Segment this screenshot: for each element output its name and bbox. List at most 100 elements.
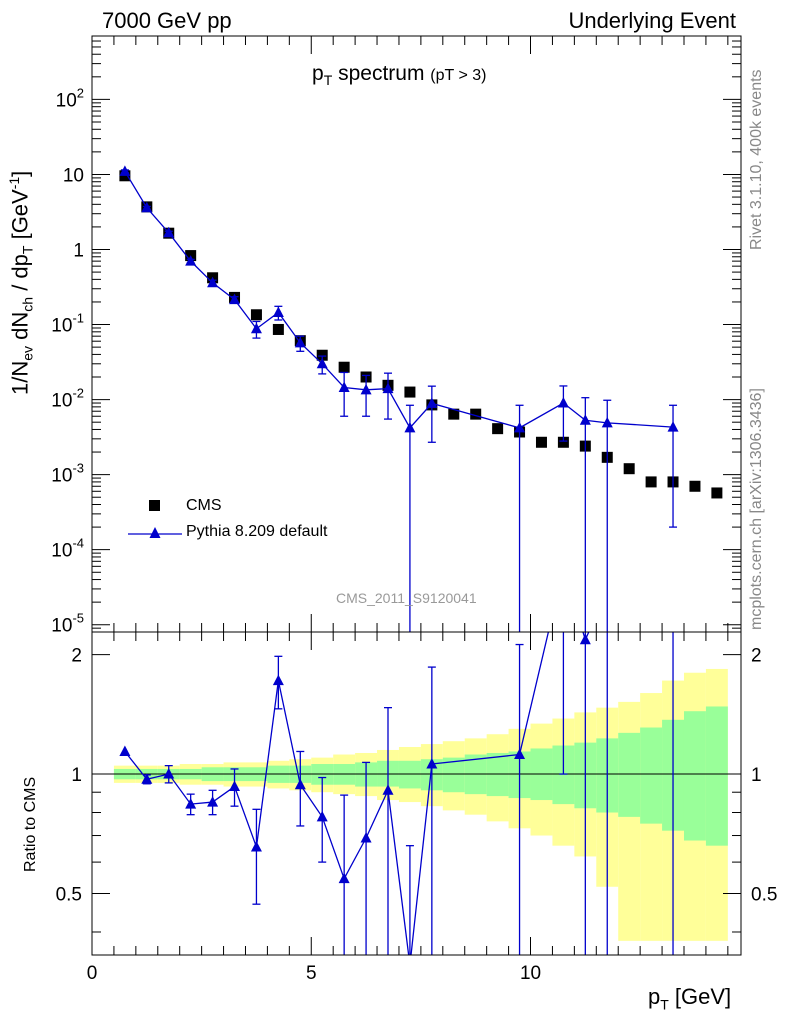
ratio-data-point (294, 778, 306, 790)
cms-data-point (645, 476, 657, 488)
ratio-data-point (119, 745, 131, 756)
pythia-data-point (250, 322, 262, 334)
pythia-data-point (360, 383, 372, 395)
band-inner-bin (618, 732, 641, 817)
band-inner-bin (640, 727, 663, 824)
pythia-series (119, 165, 679, 632)
ratio-data-point (514, 748, 526, 760)
xlabel-main: p (648, 984, 661, 1009)
title-sub: T (323, 72, 333, 89)
legend (128, 500, 182, 538)
ratio-data-point (141, 773, 153, 784)
pythia-data-point (601, 416, 613, 428)
pythia-data-point (185, 255, 197, 266)
xlabel-rest: [GeV] (668, 984, 732, 1009)
band-inner-bin (683, 711, 706, 841)
pythia-data-point (272, 306, 284, 317)
ratio-y-tick-label-right: 1 (751, 765, 762, 786)
pythia-data-point (229, 293, 241, 305)
ratio-y-tick-label: 0.5 (56, 885, 82, 906)
title-main: p (312, 62, 324, 85)
ratio-data-point (229, 780, 241, 792)
mcplots-label: mcplots.cern.ch [arXiv:1306.3436] (748, 388, 765, 630)
cms-data-point (250, 309, 262, 321)
ratio-data-point (382, 784, 394, 795)
cms-data-point (535, 436, 547, 448)
pythia-data-point (163, 226, 175, 238)
pythia-data-point (294, 336, 306, 348)
ratio-frame (91, 631, 742, 956)
header-right: Underlying Event (568, 8, 736, 33)
ratio-y-tick-label-right: 0.5 (751, 885, 777, 906)
xlabel-sub: T (660, 996, 669, 1013)
main-y-tick-label: 1 (73, 241, 84, 262)
pythia-data-point (119, 165, 131, 176)
main-frame (91, 35, 742, 633)
cms-data-point (316, 349, 328, 361)
ratio-data-point (579, 633, 591, 645)
cms-data-point (711, 487, 723, 499)
pythia-data-point (557, 397, 569, 408)
pythia-data-point (382, 382, 394, 394)
main-y-axis-label: 1/Nev dNch / dpT [GeV-1] (6, 170, 36, 395)
ratio-y-tick-label: 1 (71, 765, 82, 786)
ratio-data-point (272, 674, 284, 686)
pythia-line (124, 171, 674, 429)
x-axis-label: pT [GeV] (648, 984, 731, 1012)
band-inner-bin (552, 745, 575, 805)
cms-data-point (448, 408, 460, 420)
cms-data-point (689, 480, 701, 492)
band-inner-bin (442, 757, 465, 793)
pythia-data-point (667, 421, 679, 432)
rivet-label: Rivet 3.1.10, 400k events (748, 69, 765, 250)
ratio-y-axis-label: Ratio to CMS (22, 776, 39, 872)
x-tick-label: 5 (306, 963, 317, 984)
main-y-tick-label: 10-2 (51, 386, 84, 412)
ratio-y-tick-label: 2 (71, 646, 82, 667)
ratio-data-point (250, 840, 262, 852)
x-ticks: 0 5 10 (87, 36, 729, 984)
cms-data-point (623, 463, 635, 475)
ratio-data-point (207, 796, 219, 807)
ratio-panel: 0 5 10 0.5 0.5 1 1 2 2 (56, 36, 777, 984)
header-left: 7000 GeV pp (102, 8, 232, 33)
cms-data-point (272, 323, 284, 335)
title-cut: (pT > 3) (430, 67, 487, 84)
pythia-data-point (426, 397, 438, 408)
x-tick-label: 0 (87, 963, 98, 984)
ratio-data-point (163, 768, 175, 779)
x-tick-label: 10 (520, 963, 541, 984)
pythia-data-point (404, 421, 416, 433)
cms-data-point (338, 361, 350, 373)
ratio-y-ticks: 0.5 0.5 1 1 2 2 (56, 646, 777, 933)
band-inner-bin (398, 760, 421, 789)
legend-entry-pythia: Pythia 8.209 default (186, 523, 328, 540)
main-y-ticks: 10-5 10-4 10-3 10-2 10-1 1 10 102 (51, 35, 741, 637)
main-y-tick-label: 10-1 (51, 311, 84, 337)
main-y-tick-label: 10-3 (51, 461, 84, 487)
ratio-bands (113, 668, 728, 941)
main-y-tick-label: 10-5 (51, 611, 84, 637)
ratio-line (124, 632, 590, 955)
band-inner-bin (705, 706, 728, 846)
pythia-data-point (579, 414, 591, 425)
ratio-data-point (316, 810, 328, 822)
pythia-data-point (207, 276, 219, 288)
pythia-data-point (141, 201, 153, 213)
cms-data-point (470, 408, 482, 420)
main-y-tick-label: 102 (56, 85, 84, 111)
legend-marker-pythia (149, 527, 161, 538)
analysis-watermark: CMS_2011_S9120041 (336, 590, 477, 606)
ratio-series (119, 562, 674, 955)
pythia-data-point (514, 421, 526, 433)
cms-series (119, 170, 723, 499)
main-y-tick-label: 10-4 (51, 536, 84, 562)
ratio-data-point (338, 872, 350, 884)
ratio-data-point (558, 562, 569, 573)
legend-marker-cms (149, 500, 160, 511)
ratio-data-point (185, 798, 197, 809)
title-rest: spectrum (332, 62, 425, 85)
ratio-data-point (360, 832, 372, 843)
cms-data-point (557, 436, 569, 448)
